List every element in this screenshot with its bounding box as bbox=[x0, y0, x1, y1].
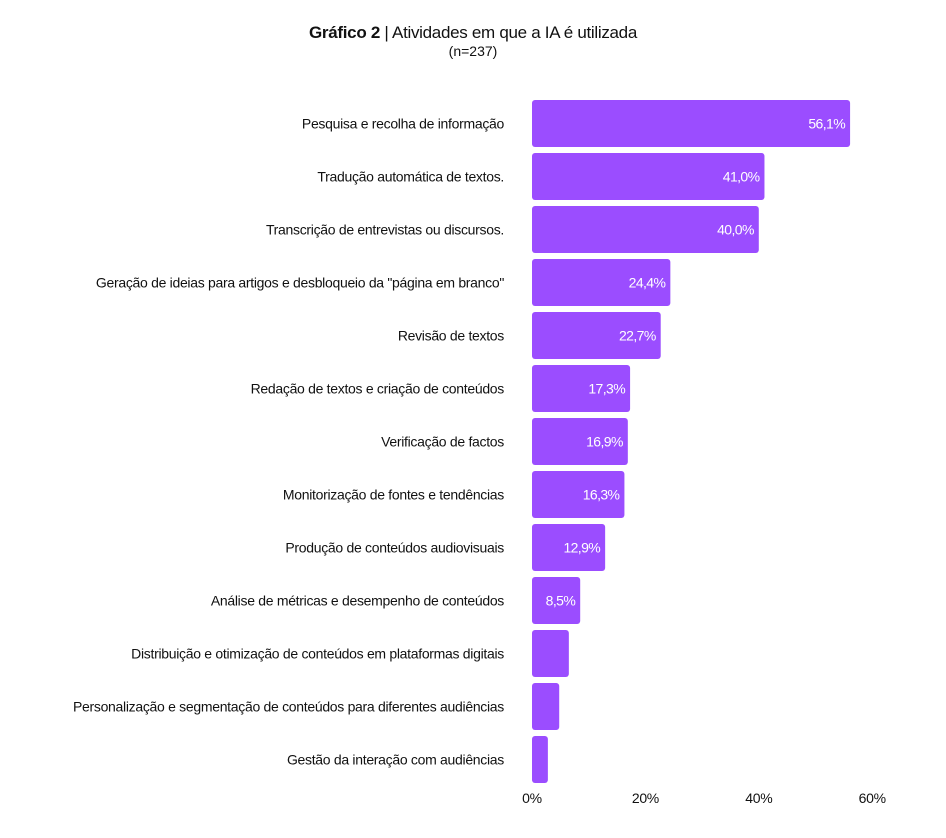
data-label: 22,7% bbox=[619, 328, 656, 344]
category-label: Pesquisa e recolha de informação bbox=[302, 116, 505, 132]
x-tick-label: 60% bbox=[859, 790, 886, 806]
category-label: Tradução automática de textos. bbox=[317, 169, 504, 185]
bar bbox=[532, 312, 661, 359]
chart-title: Gráfico 2 | Atividades em que a IA é uti… bbox=[0, 22, 946, 44]
x-tick-label: 40% bbox=[745, 790, 772, 806]
bar bbox=[532, 259, 671, 306]
category-label: Gestão da interação com audiências bbox=[287, 752, 504, 768]
bar bbox=[532, 577, 581, 624]
category-label: Distribuição e otimização de conteúdos e… bbox=[131, 646, 504, 662]
data-label: 8,5% bbox=[546, 593, 576, 609]
data-label: 24,4% bbox=[629, 275, 666, 291]
bar bbox=[532, 418, 628, 465]
category-label: Monitorização de fontes e tendências bbox=[283, 487, 504, 503]
data-label: 17,3% bbox=[588, 381, 625, 397]
category-label: Redação de textos e criação de conteúdos bbox=[251, 381, 505, 397]
category-label: Transcrição de entrevistas ou discursos. bbox=[266, 222, 504, 238]
chart-title-number: Gráfico 2 bbox=[309, 23, 380, 42]
x-tick-label: 0% bbox=[522, 790, 542, 806]
category-label: Análise de métricas e desempenho de cont… bbox=[211, 593, 504, 609]
chart-title-text: Atividades em que a IA é utilizada bbox=[392, 23, 637, 42]
bar bbox=[532, 524, 606, 571]
data-label: 12,9% bbox=[563, 540, 600, 556]
bar bbox=[532, 153, 765, 200]
bar bbox=[532, 100, 851, 147]
data-label: 16,9% bbox=[586, 434, 623, 450]
data-label: 56,1% bbox=[808, 116, 845, 132]
chart-title-separator: | bbox=[380, 23, 393, 42]
bar bbox=[532, 365, 631, 412]
data-label: 40,0% bbox=[717, 222, 754, 238]
bar bbox=[532, 630, 569, 677]
bar bbox=[532, 206, 759, 253]
bar bbox=[532, 683, 560, 730]
category-label: Verificação de factos bbox=[381, 434, 504, 450]
data-label: 41,0% bbox=[723, 169, 760, 185]
chart-header: Gráfico 2 | Atividades em que a IA é uti… bbox=[0, 22, 946, 58]
category-label: Revisão de textos bbox=[398, 328, 504, 344]
chart-subtitle: (n=237) bbox=[448, 43, 498, 59]
x-tick-label: 20% bbox=[632, 790, 659, 806]
bar bbox=[532, 736, 548, 783]
category-label: Personalização e segmentação de conteúdo… bbox=[73, 699, 504, 715]
data-label: 16,3% bbox=[583, 487, 620, 503]
category-label: Produção de conteúdos audiovisuais bbox=[285, 540, 504, 556]
category-label: Geração de ideias para artigos e desbloq… bbox=[96, 275, 504, 291]
bar bbox=[532, 471, 625, 518]
